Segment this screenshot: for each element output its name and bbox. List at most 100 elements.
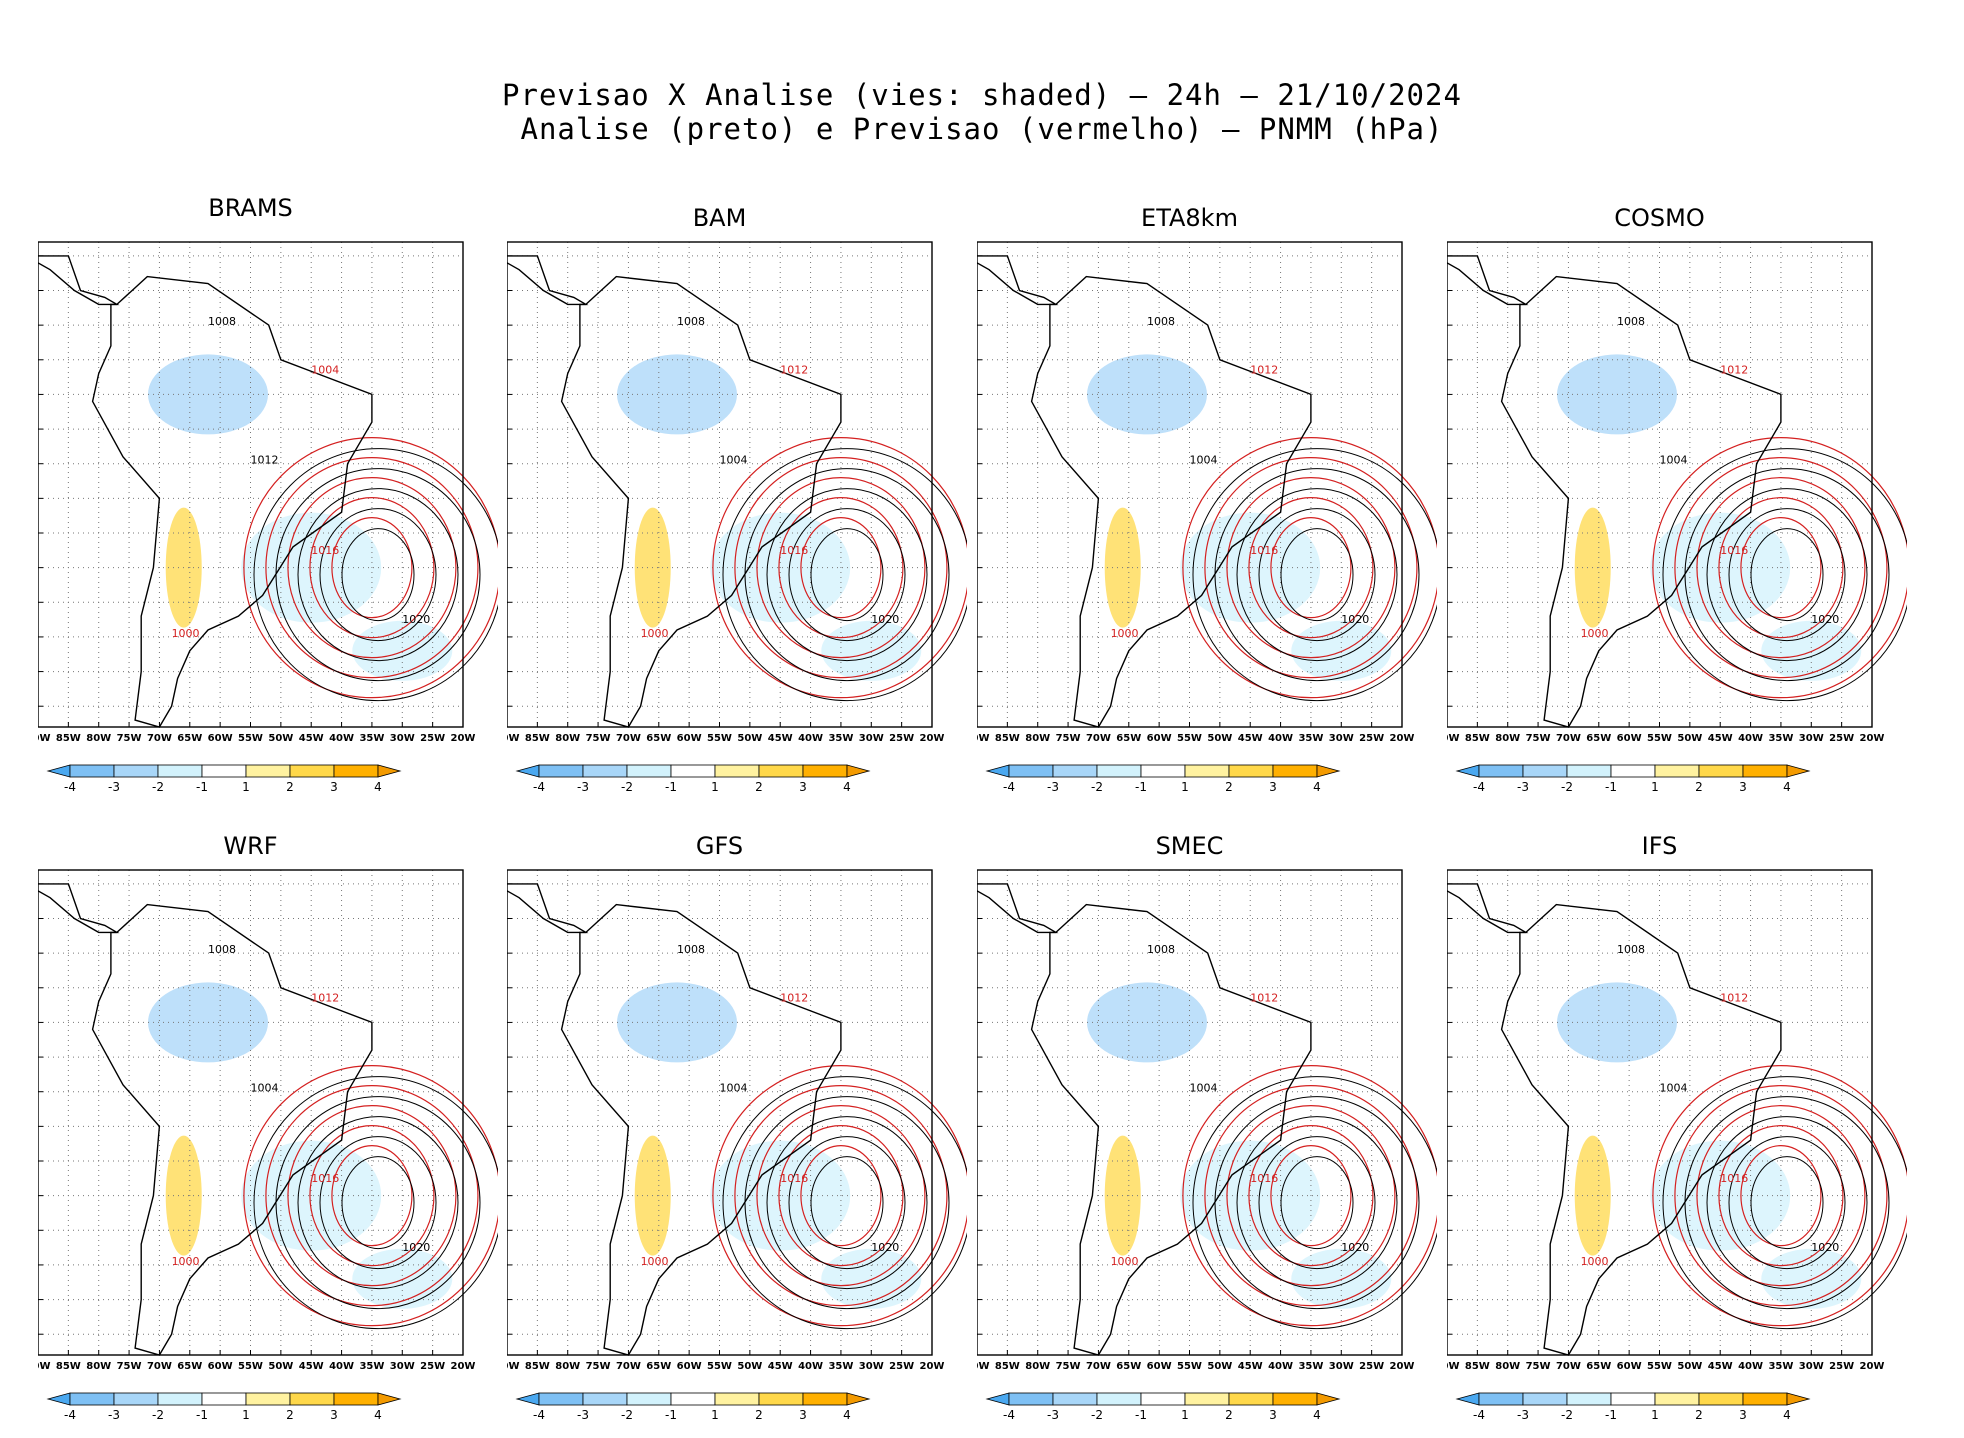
forecast-isobar (1674, 1085, 1888, 1307)
contour-label: 1012 (1720, 992, 1748, 1005)
contour-label: 1000 (1111, 627, 1139, 640)
colorbar-segment (1052, 764, 1098, 778)
forecast-isobar (309, 497, 435, 639)
colorbar-arrow-left (985, 1392, 1010, 1406)
contour-label: 1016 (1250, 544, 1278, 557)
x-tick-label: 45W (768, 1361, 793, 1372)
forecast-isobar (1270, 1145, 1352, 1247)
colorbar-segment (245, 764, 291, 778)
colorbar-arrow-left (1455, 1392, 1480, 1406)
contour-label: 1012 (780, 992, 808, 1005)
colorbar-label: -1 (196, 780, 208, 794)
forecast-isobar (1226, 1105, 1396, 1287)
x-tick-label: 70W (147, 733, 172, 744)
colorbar-label: -2 (1561, 780, 1573, 794)
colorbar-label: 2 (1695, 1408, 1703, 1422)
contour-label: 1016 (1720, 1172, 1748, 1185)
colorbar-segment (1272, 764, 1318, 778)
x-tick-label: 60W (677, 1361, 702, 1372)
colorbar-segment (69, 764, 115, 778)
forecast-isobar (778, 497, 904, 639)
panel-title: BRAMS (208, 194, 293, 222)
coastline-south-america (1500, 903, 1782, 1356)
colorbar-label: -2 (621, 1408, 633, 1422)
panel-map: 10081012100410161020100015N10N5NEQ5S10S1… (1447, 869, 1907, 1422)
contour-label: 1008 (1617, 943, 1645, 956)
x-tick-label: 35W (359, 1361, 384, 1372)
panel-title: IFS (1641, 832, 1678, 860)
panel-map: 10081012100410161020100015N10N5NEQ5S10S1… (977, 869, 1437, 1422)
panel-title: BAM (692, 204, 747, 232)
forecast-isobar (1652, 437, 1907, 699)
x-tick-label: 20W (451, 1361, 476, 1372)
colorbar-label: -3 (1517, 1408, 1529, 1422)
x-tick-label: 25W (420, 1361, 445, 1372)
coastline-south-america (560, 275, 842, 728)
analysis-isobar (1258, 1136, 1376, 1270)
contour-label: 1012 (1720, 364, 1748, 377)
forecast-isobar (243, 437, 498, 699)
analysis-isobar (1728, 508, 1846, 642)
colorbar-segment (201, 764, 247, 778)
x-tick-label: 55W (238, 1361, 263, 1372)
colorbar-segment (289, 1392, 335, 1406)
contour-label: 1004 (251, 1082, 279, 1095)
x-tick-label: 35W (1768, 733, 1793, 744)
x-tick-label: 55W (707, 1361, 732, 1372)
contour-label: 1004 (1190, 454, 1218, 467)
forecast-isobar (1740, 1145, 1822, 1247)
x-tick-label: 25W (420, 733, 445, 744)
coastline-south-america (91, 275, 373, 728)
analysis-isobar (810, 1156, 884, 1250)
colorbar-segment (1052, 1392, 1098, 1406)
x-tick-label: 25W (1829, 733, 1854, 744)
x-tick-label: 50W (268, 733, 293, 744)
analysis-isobar (1280, 1156, 1354, 1250)
x-tick-label: 75W (586, 733, 611, 744)
x-tick-label: 45W (1708, 733, 1733, 744)
forecast-isobar (331, 517, 413, 619)
colorbar-segment (245, 1392, 291, 1406)
colorbar-label: 2 (755, 1408, 763, 1422)
x-tick-label: 80W (1495, 1361, 1520, 1372)
x-tick-label: 30W (859, 1361, 884, 1372)
x-tick-label: 20W (920, 733, 945, 744)
panel-map: 10081012100410161020100015N10N5NEQ5S10S1… (1447, 241, 1907, 794)
analysis-isobar (1192, 448, 1437, 702)
colorbar-label: 3 (799, 1408, 807, 1422)
forecast-isobar (1718, 497, 1844, 639)
colorbar-segment (1008, 1392, 1054, 1406)
colorbar-segment (157, 764, 203, 778)
x-tick-label: 50W (268, 1361, 293, 1372)
colorbar-segment (1228, 1392, 1274, 1406)
colorbar-label: 1 (711, 1408, 719, 1422)
analysis-isobar (722, 1076, 967, 1330)
coastline-south-america (560, 903, 842, 1356)
x-tick-label: 75W (1526, 1361, 1551, 1372)
forecast-isobar (734, 457, 948, 679)
colorbar-label: 3 (1739, 1408, 1747, 1422)
x-tick-label: 40W (1738, 1361, 1763, 1372)
forecast-isobar (243, 1065, 498, 1327)
colorbar-label: 1 (242, 780, 250, 794)
contour-label: 1004 (1190, 1082, 1218, 1095)
contour-label: 1000 (172, 627, 200, 640)
contour-label: 1004 (1660, 1082, 1688, 1095)
coastline-south-america (91, 903, 373, 1356)
colorbar-label: 2 (286, 780, 294, 794)
x-tick-label: 85W (995, 1361, 1020, 1372)
x-tick-label: 65W (177, 1361, 202, 1372)
x-tick-label: 70W (1556, 733, 1581, 744)
colorbar-label: -4 (1003, 780, 1015, 794)
colorbar-segment (538, 764, 584, 778)
colorbar-segment (157, 1392, 203, 1406)
colorbar-label: 4 (1313, 1408, 1321, 1422)
analysis-isobar (1728, 1136, 1846, 1270)
analysis-isobar (766, 1116, 928, 1290)
x-tick-label: 85W (1465, 733, 1490, 744)
forecast-isobar (1204, 457, 1418, 679)
x-tick-label: 20W (451, 733, 476, 744)
panel-bam: BAM10081012100410161020100015N10N5NEQ5S1… (507, 190, 967, 794)
panel-title: GFS (695, 832, 744, 860)
colorbar-label: -3 (1047, 1408, 1059, 1422)
